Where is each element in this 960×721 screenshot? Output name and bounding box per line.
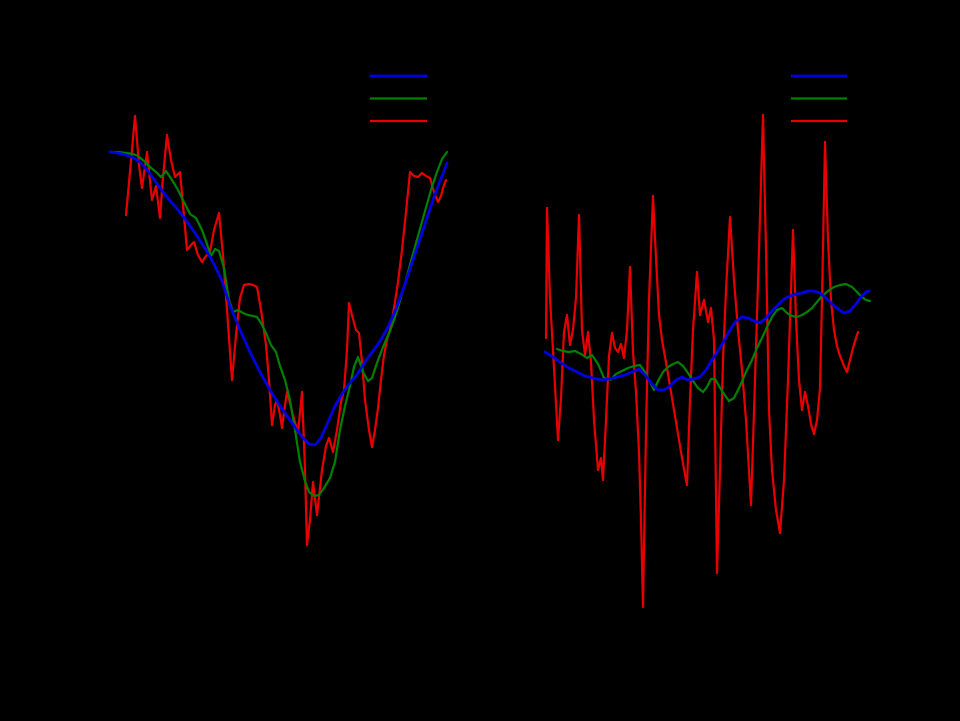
left-raw-red-line	[124, 114, 448, 547]
right-raw-red-line	[544, 113, 860, 609]
right-subplot	[543, 74, 872, 609]
left-smoothed-green-line	[108, 150, 449, 498]
left-trend-blue-line	[108, 150, 449, 447]
right-smoothed-green-line	[555, 282, 872, 403]
right-trend-blue-line	[543, 289, 871, 392]
left-subplot	[108, 74, 449, 547]
